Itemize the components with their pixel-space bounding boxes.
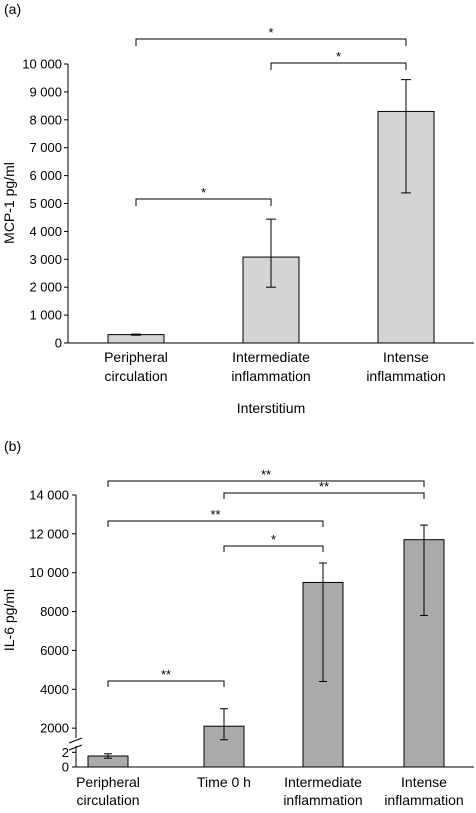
panel-a-category-label: circulation xyxy=(104,368,167,384)
panel-a-category-label: inflammation xyxy=(231,368,310,384)
panel-b-y-tick-label: 4000 xyxy=(40,682,69,697)
panel-a-category-label: inflammation xyxy=(366,368,445,384)
panel-a-y-axis-label: MCP-1 pg/ml xyxy=(1,162,17,244)
panel-b-significance-bracket xyxy=(107,480,425,487)
panel-b-y-tick-label: 0 xyxy=(62,760,69,775)
panel-b-significance-label: ** xyxy=(319,479,329,494)
panel-b-category-label: Intense xyxy=(401,774,447,790)
panel-b-y-tick-label: 10 000 xyxy=(29,565,69,580)
panel-a-y-tick-label: 2 000 xyxy=(29,280,62,295)
panel-b-y-tick-label: 14 000 xyxy=(29,488,69,503)
panel-a-y-tick-label: 6 000 xyxy=(29,168,62,183)
panel-a-label: (a) xyxy=(4,1,21,17)
panel-b-y-tick-label: 12 000 xyxy=(29,526,69,541)
panel-a-y-tick-label: 7 000 xyxy=(29,140,62,155)
panel-b-y-tick-label: 2000 xyxy=(40,721,69,736)
panel-a-y-tick-label: 1 000 xyxy=(29,308,62,323)
panel-b-axis-break-mark xyxy=(68,737,83,744)
panel-a-y-tick-label: 10 000 xyxy=(22,57,62,72)
panel-b-y-axis-label: IL-6 pg/ml xyxy=(1,589,17,651)
panel-b-significance-label: ** xyxy=(261,467,271,482)
panel-a-x-axis-label: Interstitium xyxy=(237,400,305,416)
panel-b-significance-label: ** xyxy=(210,507,220,522)
panel-b-category-label: Time 0 h xyxy=(197,774,251,790)
panel-b-y-tick-label: 8000 xyxy=(40,604,69,619)
panel-b-y-tick-label: 2 xyxy=(62,745,69,760)
panel-a-significance-bracket xyxy=(270,62,407,70)
panel-b-significance-bracket xyxy=(107,680,225,687)
panel-a-y-tick-label: 9 000 xyxy=(29,84,62,99)
panel-b-significance-bracket xyxy=(223,492,425,499)
panel-b-category-label: circulation xyxy=(76,792,139,808)
panel-a-significance-label: * xyxy=(336,49,341,64)
panel-a-significance-label: * xyxy=(201,185,206,200)
panel-a-y-tick-label: 3 000 xyxy=(29,252,62,267)
panel-b-significance-bracket xyxy=(223,545,324,552)
panel-b-category-label: Intermediate xyxy=(284,774,362,790)
panel-b-label: (b) xyxy=(4,438,21,454)
panel-b-il6-chart: (b) IL-6 pg/ml 2000 4000 6000 8000 10 000 12 … xyxy=(1,438,474,808)
panel-a-y-tick-label: 4 000 xyxy=(29,224,62,239)
panel-a-category-label: Intermediate xyxy=(232,349,310,365)
panel-a-mcp1-chart: (a) MCP-1 pg/ml Interstitium 0 1 000 2 000… xyxy=(1,1,474,416)
panel-b-category-label: inflammation xyxy=(283,792,362,808)
panel-b-axis-break-mark xyxy=(68,744,83,751)
panel-b-significance-label: ** xyxy=(161,667,171,682)
panel-a-y-tick-label: 0 xyxy=(55,336,62,351)
panel-b-significance-label: * xyxy=(271,532,276,547)
panel-a-y-tick-label: 5 000 xyxy=(29,196,62,211)
panel-a-y-tick-label: 8 000 xyxy=(29,112,62,127)
panel-a-significance-bracket xyxy=(135,198,272,206)
panel-b-significance-bracket xyxy=(107,520,324,527)
panel-b-category-label: Peripheral xyxy=(76,774,140,790)
panel-a-category-label: Peripheral xyxy=(104,349,168,365)
panel-a-significance-label: * xyxy=(268,25,273,40)
panel-a-category-label: Intense xyxy=(383,349,429,365)
panel-b-category-label: inflammation xyxy=(384,792,463,808)
panel-b-y-tick-label: 6000 xyxy=(40,643,69,658)
panel-a-significance-bracket xyxy=(135,38,407,46)
panel-a-bar xyxy=(107,334,165,344)
